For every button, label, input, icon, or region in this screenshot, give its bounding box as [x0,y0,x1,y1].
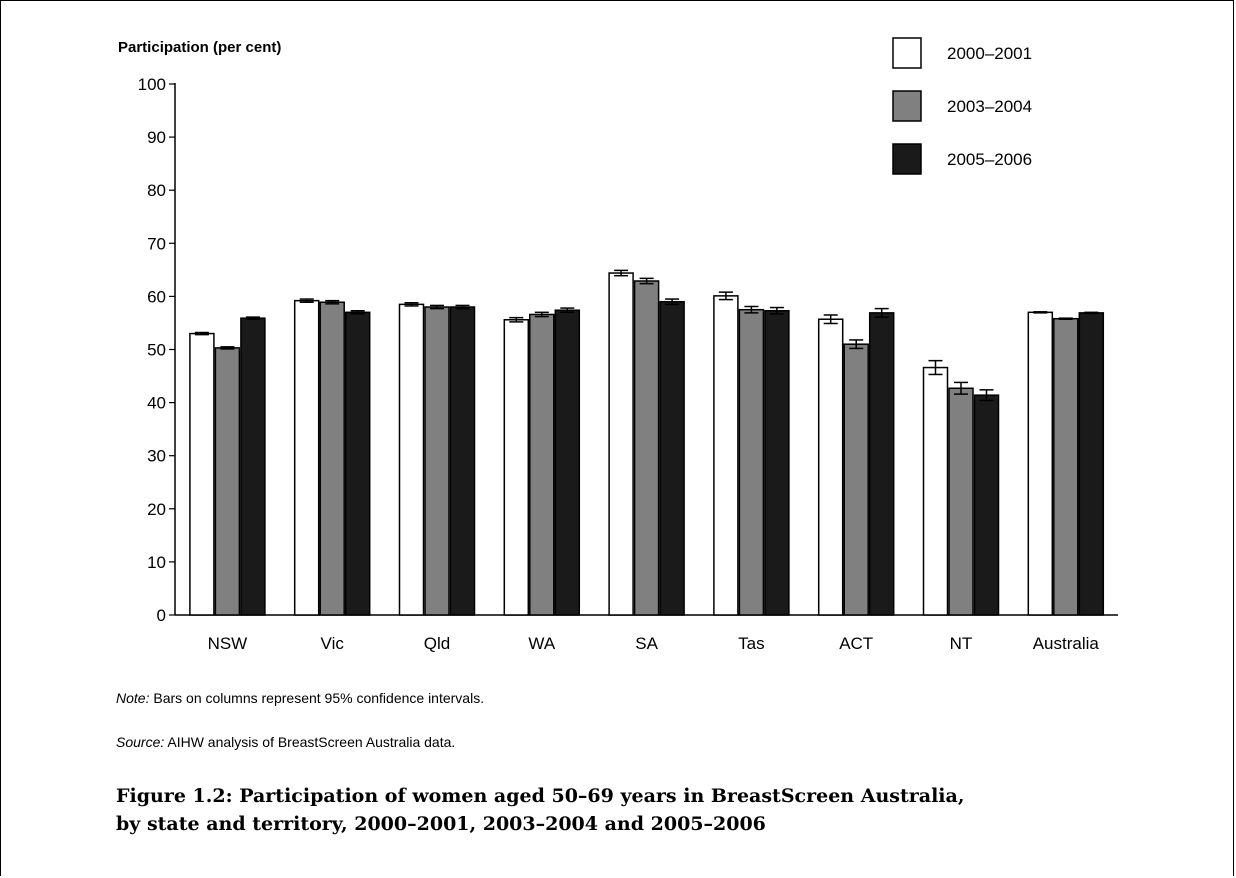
y-tick-label: 60 [147,287,166,306]
y-tick-label: 70 [147,234,166,253]
caption-line-2: by state and territory, 2000–2001, 2003–… [116,813,766,835]
x-tick-label: Qld [424,634,450,653]
chart-bars [189,269,1105,616]
y-tick-label: 50 [147,341,166,360]
bar [503,319,530,616]
bar [922,366,949,616]
legend-label: 2003–2004 [947,97,1032,116]
legend-swatch [892,37,922,69]
bar [738,308,765,616]
y-tick-label: 30 [147,447,166,466]
x-tick-label: WA [528,634,555,653]
y-tick-label: 0 [157,606,166,625]
bar [843,343,869,616]
y-tick-label: 100 [138,75,166,94]
note-label: Note: [116,690,150,706]
bar [293,299,320,616]
y-tick-label: 10 [147,553,166,572]
x-tick-label: NSW [208,634,248,653]
y-tick-label: 40 [147,394,166,413]
bar [424,306,450,616]
bar [817,318,844,616]
bar [398,303,425,616]
source-text: AIHW analysis of BreastScreen Australia … [164,734,456,750]
bar [973,394,1000,616]
bar [344,311,371,616]
bar [529,313,555,616]
bar [1027,311,1054,616]
x-tick-label: ACT [839,634,873,653]
bar [319,301,345,616]
bar [633,280,660,616]
legend-swatch [892,90,922,122]
bar-chart: Participation (per cent) 0 10 20 30 40 50 60 70… [118,37,1118,653]
bar [659,300,685,616]
note-text: Bars on columns represent 95% confidence… [149,690,485,706]
y-tick-label: 20 [147,500,166,519]
x-tick-label: Australia [1033,634,1100,653]
bar [713,295,739,616]
bar [554,309,581,616]
chart-legend: 2000–2001 2003–2004 2005–2006 [892,37,1032,175]
bar [240,317,266,616]
chart-source: Source: AIHW analysis of BreastScreen Au… [116,734,455,750]
legend-swatch [892,143,922,175]
caption-line-1: Figure 1.2: Participation of women aged … [116,785,965,807]
figure-caption: Figure 1.2: Participation of women aged … [116,782,1116,838]
x-tick-label: SA [635,634,658,653]
chart-note: Note: Bars on columns represent 95% conf… [116,690,484,706]
bar [449,306,476,616]
bar [608,272,634,616]
x-tick-label: NT [950,634,973,653]
y-tick-label: 80 [147,181,166,200]
bar [189,332,215,616]
bar [214,347,241,616]
bar [1053,317,1079,616]
y-axis-label: Participation (per cent) [118,39,281,56]
source-label: Source: [116,734,165,750]
x-tick-label: Tas [738,634,764,653]
legend-label: 2000–2001 [947,44,1032,63]
bar [948,387,974,616]
bar [868,312,895,616]
x-tick-label: Vic [321,634,345,653]
bar [1078,312,1105,616]
bar [764,309,790,616]
legend-label: 2005–2006 [947,150,1032,169]
y-tick-label: 90 [147,128,166,147]
